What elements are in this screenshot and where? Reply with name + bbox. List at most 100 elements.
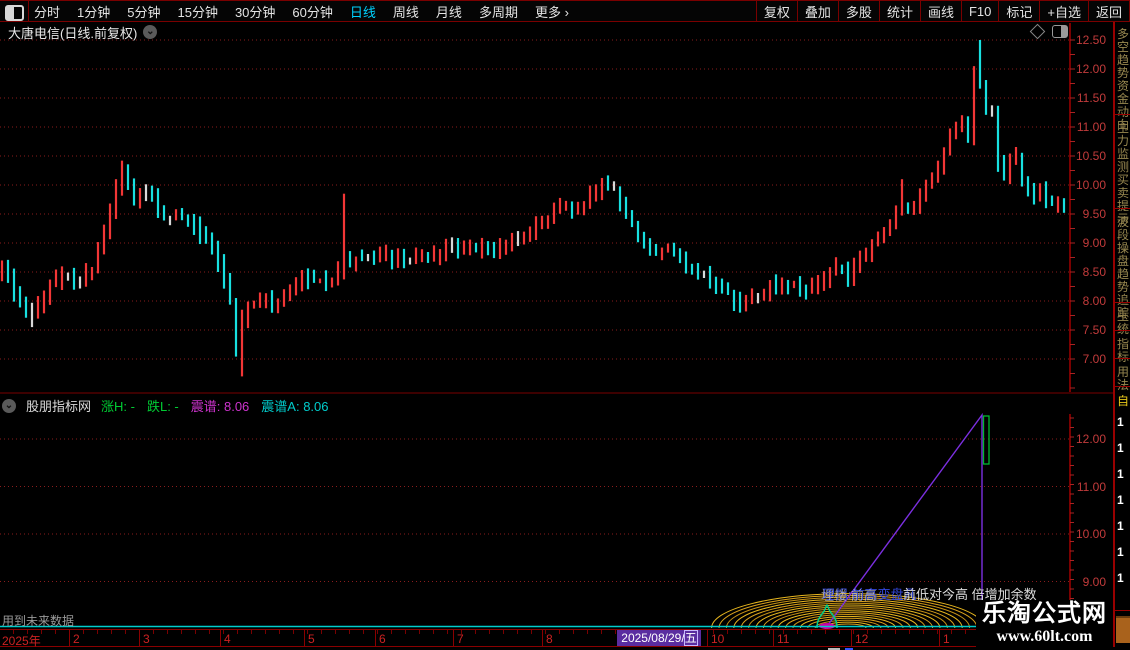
date-axis-minor-ticks — [0, 630, 1070, 634]
menu-tool-7[interactable]: +自选 — [1039, 1, 1088, 21]
indicator-annotation: 前低对今高 倍增加余数 — [903, 587, 1037, 602]
month-label-8: 8 — [546, 632, 553, 646]
menu-period-10[interactable]: 更多 › — [534, 4, 569, 20]
sub-ylabel-11.00: 11.00 — [1076, 479, 1106, 494]
menubar-divider — [28, 1, 29, 21]
menu-period-0[interactable]: 分时 — [34, 4, 61, 20]
main-ylabel-7.00: 7.00 — [1082, 352, 1106, 366]
sidebar-separator — [1115, 114, 1130, 115]
menu-period-2[interactable]: 5分钟 — [127, 4, 161, 20]
sidebar-separator — [1115, 386, 1130, 387]
sidebar-clipped-text-8[interactable]: 1 — [1117, 442, 1124, 455]
month-tick-12 — [851, 630, 852, 646]
menu-period-8[interactable]: 月线 — [435, 4, 462, 20]
split-window-icon[interactable] — [1052, 25, 1068, 38]
top-menubar: 分时 1分钟 5分钟 15分钟 30分钟 60分钟 日线 周线 月线 多周期 更多 › 复权 叠加 多股… — [0, 0, 1130, 22]
month-label-11: 11 — [777, 632, 790, 646]
selected-date-badge[interactable]: 2025/08/29/五 — [617, 630, 701, 646]
right-sidebar[interactable]: 多空趋势资金动向 主力监测买卖提示 波段操盘趋势追踪 玉统 指标 用法自 1 1 1 1 1 1 1 — [1113, 22, 1130, 650]
watermark-site-url: www.60lt.com — [996, 628, 1093, 645]
month-label-7: 7 — [457, 632, 464, 646]
menu-tool-5[interactable]: F10 — [960, 1, 998, 21]
indicator-field-0: 涨H: - — [101, 399, 135, 414]
sub-ylabel-12.00: 12.00 — [1075, 432, 1106, 446]
diamond-marker-icon[interactable] — [1029, 23, 1046, 40]
tool-menu: 复权 叠加 多股 统计 画线 F10 标记 +自选 返回 — [755, 1, 1130, 21]
sub-ylabel-10.00: 10.00 — [1075, 527, 1106, 541]
menu-tool-6[interactable]: 标记 — [998, 1, 1039, 21]
menu-period-3[interactable]: 15分钟 — [177, 4, 218, 20]
sidebar-clipped-text-5[interactable]: 用法 — [1117, 366, 1130, 392]
menu-tool-2[interactable]: 多股 — [837, 1, 879, 21]
collapse-panel-icon[interactable]: ⌄ — [2, 398, 16, 413]
month-tick-1 — [939, 630, 940, 646]
sidebar-clipped-text-4[interactable]: 指标 — [1117, 338, 1130, 364]
month-label-10: 10 — [711, 632, 725, 646]
sidebar-clipped-text-3[interactable]: 玉统 — [1117, 310, 1130, 336]
sidebar-separator — [1115, 358, 1130, 359]
date-axis[interactable]: 2025年 2 3 4 5 6 7 8 10 11 12 1 2025/08/29/五 — [0, 629, 1130, 648]
menu-period-9[interactable]: 多周期 — [478, 4, 518, 20]
sidebar-separator — [1115, 330, 1130, 331]
chart-title-row: 大唐电信(日线.前复权) ⌄ — [8, 24, 158, 41]
strip-fragment — [845, 648, 853, 650]
year-label: 2025年 — [2, 634, 41, 648]
menu-tool-3[interactable]: 统计 — [878, 1, 920, 21]
sidebar-clipped-text-7[interactable]: 1 — [1117, 416, 1124, 429]
menu-tool-4[interactable]: 画线 — [919, 1, 961, 21]
indicator-header: ⌄ 股朋指标网 涨H: - 跌L: - 震谱: 8.06 震谱A: 8.06 — [2, 397, 329, 414]
window-layout-icon[interactable] — [5, 5, 24, 21]
main-ylabel-9.50: 9.50 — [1082, 207, 1106, 221]
main-ylabel-8.00: 8.00 — [1082, 294, 1106, 308]
sidebar-clipped-text-9[interactable]: 1 — [1117, 468, 1124, 481]
month-tick-10 — [707, 630, 708, 646]
sidebar-separator — [1115, 208, 1130, 209]
period-menu: 分时 1分钟 5分钟 15分钟 30分钟 60分钟 日线 周线 月线 多周期 更多 › — [34, 1, 569, 21]
month-label-5: 5 — [308, 632, 315, 646]
strip-fragment — [828, 648, 840, 650]
indicator-field-3: 震谱A: 8.06 — [261, 399, 329, 414]
menu-period-7[interactable]: 周线 — [392, 4, 419, 20]
chart-title: 大唐电信(日线.前复权) — [8, 25, 138, 41]
sidebar-clipped-text-13[interactable]: 1 — [1117, 572, 1124, 585]
menu-period-1[interactable]: 1分钟 — [77, 4, 111, 20]
main-ylabel-12.50: 12.50 — [1075, 33, 1106, 47]
sub-ylabel-9.00: 9.00 — [1082, 574, 1106, 589]
main-ylabel-12.00: 12.00 — [1075, 62, 1106, 76]
month-tick-8 — [542, 630, 543, 646]
bottom-cut-strip — [0, 647, 1130, 650]
menu-tool-0[interactable]: 复权 — [755, 1, 797, 21]
month-tick-11 — [773, 630, 774, 646]
main-ylabel-8.50: 8.50 — [1082, 265, 1106, 279]
chevron-down-icon[interactable]: ⌄ — [143, 25, 158, 39]
indicator-source[interactable]: 股朋指标网 — [26, 399, 92, 414]
sidebar-clipped-text-2[interactable]: 波段操盘趋势追踪 — [1117, 216, 1130, 320]
month-label-12: 12 — [855, 632, 869, 646]
sidebar-orange-block[interactable] — [1116, 616, 1130, 643]
indicator-values: 涨H: - 跌L: - 震谱: 8.06 震谱A: 8.06 — [101, 396, 328, 415]
sidebar-separator — [1115, 302, 1130, 303]
indicator-field-1: 跌L: - — [146, 399, 179, 414]
month-tick-3 — [139, 630, 140, 646]
sidebar-clipped-text-1[interactable]: 主力监测买卖提示 — [1117, 122, 1130, 226]
sidebar-clipped-text-10[interactable]: 1 — [1117, 494, 1124, 507]
main-ylabel-9.00: 9.00 — [1082, 236, 1106, 250]
menu-period-5[interactable]: 60分钟 — [292, 4, 333, 20]
sidebar-clipped-text-11[interactable]: 1 — [1117, 520, 1124, 533]
sidebar-separator — [1115, 610, 1130, 611]
sidebar-clipped-text-12[interactable]: 1 — [1117, 546, 1124, 559]
site-watermark: 乐淘公式网 www.60lt.com — [976, 600, 1113, 650]
menu-tool-1[interactable]: 叠加 — [796, 1, 838, 21]
menu-period-4[interactable]: 30分钟 — [234, 4, 276, 20]
indicator-annotation-blue: 理捛:前高变盘凡 — [822, 587, 917, 602]
menu-tool-8[interactable]: 返回 — [1087, 1, 1130, 21]
month-tick-4 — [220, 630, 221, 646]
main-ylabel-10.00: 10.00 — [1075, 178, 1106, 192]
sidebar-clipped-text-6[interactable]: 自 — [1117, 395, 1130, 408]
month-tick-7 — [453, 630, 454, 646]
month-label-2: 2 — [73, 632, 80, 646]
indicator-annotation-ghost: 埋楼 前高 — [821, 588, 877, 603]
sidebar-clipped-text-0[interactable]: 多空趋势资金动向 — [1117, 28, 1130, 132]
menu-period-6[interactable]: 日线 — [349, 4, 376, 20]
